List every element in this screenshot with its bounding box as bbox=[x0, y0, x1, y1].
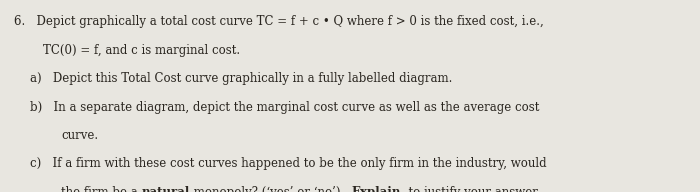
Text: Explain: Explain bbox=[351, 186, 401, 192]
Text: the firm be a: the firm be a bbox=[61, 186, 141, 192]
Text: , to justify your answer.: , to justify your answer. bbox=[401, 186, 540, 192]
Text: b)   In a separate diagram, depict the marginal cost curve as well as the averag: b) In a separate diagram, depict the mar… bbox=[30, 101, 540, 114]
Text: TC(0) = f, and c is marginal cost.: TC(0) = f, and c is marginal cost. bbox=[43, 44, 241, 57]
Text: a)   Depict this Total Cost curve graphically in a fully labelled diagram.: a) Depict this Total Cost curve graphica… bbox=[30, 72, 452, 85]
Text: c)   If a firm with these cost curves happened to be the only firm in the indust: c) If a firm with these cost curves happ… bbox=[30, 157, 547, 170]
Text: 6.   Depict graphically a total cost curve TC = f + c • Q where f > 0 is the fix: 6. Depict graphically a total cost curve… bbox=[14, 15, 544, 28]
Text: natural: natural bbox=[141, 186, 190, 192]
Text: monopoly? (‘yes’ or ‘no’).: monopoly? (‘yes’ or ‘no’). bbox=[190, 186, 351, 192]
Text: curve.: curve. bbox=[61, 129, 98, 142]
